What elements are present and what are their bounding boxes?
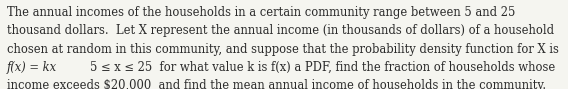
Text: chosen at random in this community, and suppose that the probability density fun: chosen at random in this community, and … xyxy=(7,43,559,56)
Text: 5 ≤ x ≤ 25  for what value k is f(x) a PDF, find the fraction of households whos: 5 ≤ x ≤ 25 for what value k is f(x) a PD… xyxy=(61,61,555,74)
Text: f(x) = kx: f(x) = kx xyxy=(7,61,57,74)
Text: income exceeds $20,000  and find the mean annual income of households in the com: income exceeds $20,000 and find the mean… xyxy=(7,79,546,89)
Text: thousand dollars.  Let X represent the annual income (in thousands of dollars) o: thousand dollars. Let X represent the an… xyxy=(7,24,554,37)
Text: The annual incomes of the households in a certain community range between 5 and : The annual incomes of the households in … xyxy=(7,6,515,19)
